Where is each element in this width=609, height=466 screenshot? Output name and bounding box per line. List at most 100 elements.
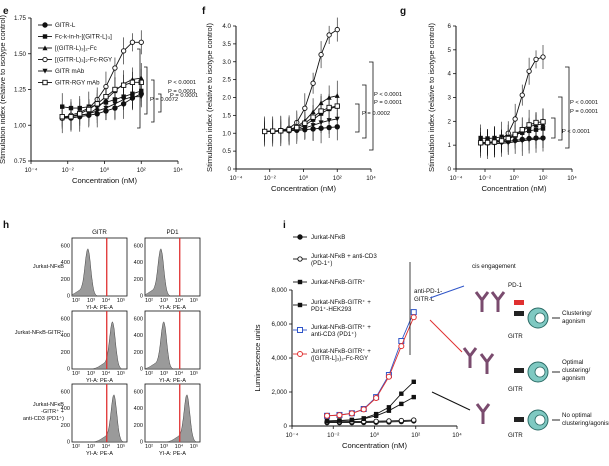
legend-marker xyxy=(297,327,303,333)
y-tick-label: 4.0 xyxy=(222,23,231,30)
annotation-label: clustering/ xyxy=(562,367,590,374)
series-line xyxy=(62,93,142,119)
p-value-label: P = 0.0001 xyxy=(374,100,402,106)
x-tick-label: 10⁴ xyxy=(102,297,111,304)
data-point xyxy=(399,401,404,407)
annotation-label: agonism xyxy=(562,375,585,382)
data-point xyxy=(519,127,525,133)
molecule-2b xyxy=(479,353,495,374)
data-point xyxy=(77,111,83,117)
significance-bracket xyxy=(558,96,563,141)
legend-label: Fc-k-in-h-[(GITR-L)₃] xyxy=(55,34,112,41)
legend-marker xyxy=(42,22,48,28)
x-tick-label: 10³ xyxy=(160,444,168,450)
y-tick-label: 5 xyxy=(448,47,452,54)
data-point xyxy=(526,122,532,128)
y-tick-label: 4 xyxy=(448,71,452,78)
legend-label: Jurkat-NFκB-GITR⁺ xyxy=(311,279,366,286)
cell-1-nucleus xyxy=(534,312,546,324)
data-point xyxy=(270,128,276,134)
data-point xyxy=(349,417,355,423)
x-tick-label: 10² xyxy=(539,175,548,182)
p-value-label: P = 0.0002 xyxy=(362,111,390,117)
histogram-frame xyxy=(144,237,201,297)
series-line xyxy=(264,105,338,132)
y-axis-label: Luminescence units xyxy=(253,324,262,391)
y-tick-label: 1.25 xyxy=(14,87,27,94)
y-tick-label: 2.0 xyxy=(222,95,231,102)
y-axis-label: Stimulation index (relative to isotype c… xyxy=(0,15,7,164)
legend-label: (PD-1⁺) xyxy=(311,260,332,267)
x-tick-label: 10⁰ xyxy=(100,167,110,174)
data-point xyxy=(120,48,127,54)
y-tick-label: 2 xyxy=(448,118,452,125)
y-tick-label: 3.0 xyxy=(222,59,231,66)
x-tick-label: 10⁻⁴ xyxy=(230,175,243,182)
histogram-fill xyxy=(71,248,127,297)
y-tick-label: 0.75 xyxy=(14,158,27,165)
x-tick-label: 10² xyxy=(333,175,342,182)
data-point xyxy=(533,137,539,142)
y-tick-label: 0 xyxy=(140,367,143,373)
annotation-label: GITR xyxy=(508,386,523,393)
legend-label: PD1⁺-HEK293 xyxy=(311,306,352,313)
data-point xyxy=(334,103,340,109)
y-tick-label: 600 xyxy=(134,390,143,396)
significance-bracket xyxy=(369,61,374,151)
data-point xyxy=(484,139,491,146)
data-point xyxy=(360,406,367,413)
row-label: -GITR⁺ + xyxy=(41,408,64,415)
x-tick-label: 10⁵ xyxy=(117,443,126,450)
data-point xyxy=(498,138,505,144)
data-point xyxy=(112,65,118,71)
x-axis-label: YI-A: PE-A xyxy=(86,305,113,311)
y-tick-label: 0 xyxy=(67,440,70,446)
x-tick-label: 10² xyxy=(411,432,420,439)
significance-bracket xyxy=(362,84,367,139)
x-tick-label: 10⁵ xyxy=(190,370,199,377)
annotation-label: GITR xyxy=(508,333,523,340)
annotation-label: agonism xyxy=(562,318,585,325)
x-tick-label: 10⁴ xyxy=(175,370,184,377)
panel-letter-i: i xyxy=(283,220,286,231)
gitr-receptor xyxy=(514,311,524,316)
data-point xyxy=(533,56,539,63)
x-tick-label: 10⁰ xyxy=(370,432,380,439)
y-tick-label: 0 xyxy=(140,440,143,446)
annotation-label: No optimal xyxy=(562,412,592,419)
y-tick-label: 0 xyxy=(228,166,232,173)
arrow-black xyxy=(431,391,471,411)
row-label: Jurkat-NFκB-GITR⁺ xyxy=(15,329,64,336)
cell-3-nucleus xyxy=(534,414,546,426)
x-tick-label: 10⁴ xyxy=(102,443,111,450)
series-line xyxy=(264,95,338,132)
data-point xyxy=(526,68,532,74)
series-line xyxy=(264,29,338,132)
x-tick-label: 10⁴ xyxy=(173,167,183,174)
row-label: anti-CD3 (PD1⁺) xyxy=(23,415,64,422)
data-point xyxy=(278,128,284,134)
data-point xyxy=(310,114,316,120)
y-tick-label: 1.50 xyxy=(14,51,27,58)
y-tick-label: 0 xyxy=(140,294,143,300)
data-point xyxy=(112,101,118,107)
legend-label: Jurkat-NFκB + anti-CD3 xyxy=(311,253,377,260)
x-tick-label: 10⁻² xyxy=(62,167,74,174)
data-point xyxy=(324,412,331,419)
data-point xyxy=(302,120,308,126)
x-tick-label: 10⁵ xyxy=(190,443,199,450)
legend-marker xyxy=(297,234,303,240)
column-header: GITR xyxy=(92,229,107,236)
p-value-label: P = 0.0001 xyxy=(168,89,196,95)
y-tick-label: 0 xyxy=(67,294,70,300)
y-tick-label: 1 xyxy=(448,142,452,149)
data-point xyxy=(310,80,316,86)
x-tick-label: 10⁴ xyxy=(567,175,577,182)
data-point xyxy=(385,373,392,380)
x-tick-label: 10² xyxy=(72,298,80,304)
y-tick-label: 400 xyxy=(134,260,143,266)
data-point xyxy=(326,32,332,38)
x-axis-label: Concentration (nM) xyxy=(482,184,547,193)
molecule-2 xyxy=(462,347,478,368)
data-point xyxy=(386,405,392,410)
